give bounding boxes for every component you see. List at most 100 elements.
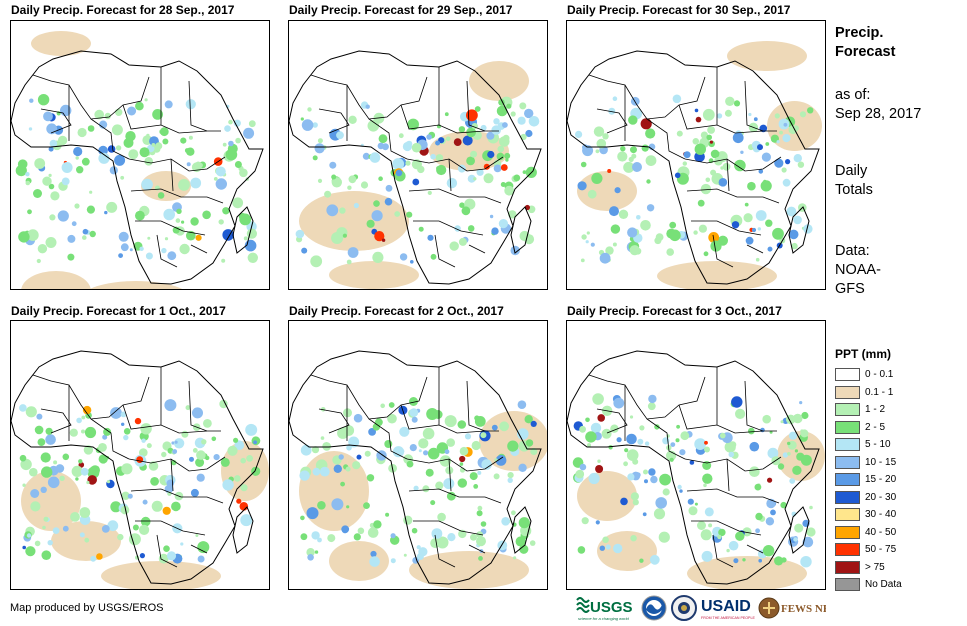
- rain-cell: [602, 536, 609, 544]
- legend-item: No Data: [835, 578, 955, 592]
- rain-cell: [220, 457, 230, 467]
- rain-cell: [762, 414, 771, 424]
- rain-cell: [435, 481, 444, 490]
- rain-cell: [742, 527, 752, 537]
- rain-cell: [525, 129, 533, 138]
- rain-cell: [370, 550, 377, 558]
- rain-cell: [501, 517, 510, 526]
- country-border: [596, 408, 628, 434]
- rain-cell: [19, 404, 27, 412]
- rain-cell: [499, 136, 510, 147]
- legend-label: 40 - 50: [865, 526, 897, 538]
- rain-cell: [669, 221, 677, 229]
- rain-cell: [693, 230, 698, 235]
- rain-cell: [385, 512, 390, 517]
- rain-cell: [342, 233, 347, 238]
- rain-cell: [159, 127, 169, 137]
- rain-cell: [333, 464, 342, 473]
- rain-cell: [20, 458, 32, 471]
- rain-cell: [506, 103, 512, 109]
- rain-cell: [588, 472, 600, 485]
- rain-cell: [782, 178, 791, 187]
- rain-cell: [139, 524, 150, 535]
- rain-cell: [631, 153, 637, 159]
- rain-cell: [797, 161, 805, 168]
- rain-cell: [749, 466, 760, 477]
- rain-cell: [595, 465, 604, 473]
- rain-cell: [166, 551, 177, 561]
- rain-cell: [37, 94, 50, 106]
- legend-item: 50 - 75: [835, 543, 955, 557]
- rain-cell: [139, 553, 145, 559]
- rain-cell: [405, 140, 413, 148]
- map-canvas: [11, 21, 269, 289]
- rain-cell: [599, 252, 611, 264]
- legend-swatch: [835, 560, 860, 574]
- light-rain-area: [101, 561, 221, 589]
- rain-cell: [373, 520, 382, 529]
- rain-cell: [246, 455, 254, 462]
- rain-cell: [224, 125, 231, 132]
- rain-cell: [579, 463, 587, 471]
- rain-cell: [188, 135, 193, 140]
- rain-cell: [491, 424, 498, 431]
- rain-cell: [61, 162, 73, 173]
- rain-cell: [747, 181, 756, 191]
- rain-cell: [585, 240, 589, 244]
- rain-cell: [430, 253, 437, 260]
- rain-cell: [630, 96, 640, 106]
- rain-cell: [487, 150, 495, 159]
- rain-cell: [215, 178, 227, 190]
- rain-cell: [406, 211, 413, 218]
- side-totals-line2: Totals: [835, 182, 873, 198]
- rain-cell: [669, 457, 674, 462]
- rain-cell: [15, 165, 27, 177]
- rain-cell: [129, 248, 133, 252]
- usgs-logo: USGS science for a changing world: [576, 597, 633, 621]
- rain-cell: [466, 156, 475, 166]
- country-border: [406, 456, 504, 472]
- rain-cell: [772, 227, 784, 240]
- country-border: [408, 488, 502, 504]
- rain-cell: [710, 240, 722, 252]
- rain-cell: [694, 438, 707, 450]
- rain-cell: [480, 124, 487, 131]
- rain-cell: [680, 431, 690, 441]
- rain-cell: [702, 473, 713, 484]
- rain-cell: [596, 138, 607, 149]
- rain-cell: [695, 116, 702, 123]
- rain-cell: [233, 437, 239, 443]
- country-border: [90, 418, 130, 460]
- rain-cell: [41, 550, 52, 560]
- country-border: [726, 158, 730, 192]
- rain-cell: [770, 509, 776, 516]
- rain-cell: [329, 161, 337, 169]
- rain-cell: [705, 177, 711, 183]
- rain-cell: [190, 488, 199, 497]
- rain-cell: [375, 418, 383, 427]
- rain-cell: [132, 524, 139, 531]
- rain-cell: [322, 442, 331, 451]
- rain-cell: [228, 140, 234, 147]
- rain-cell: [453, 138, 462, 146]
- rain-cell: [378, 134, 388, 144]
- rain-cell: [758, 169, 764, 174]
- rain-cell: [613, 543, 623, 554]
- rain-cell: [314, 143, 325, 154]
- light-rain-area: [299, 191, 409, 251]
- rain-cell: [203, 419, 212, 428]
- rain-cell: [34, 540, 41, 547]
- africa-coastline: [289, 50, 542, 285]
- rain-cell: [300, 533, 308, 541]
- rain-cell: [356, 454, 362, 460]
- rain-cell: [178, 179, 190, 191]
- rain-cell: [698, 224, 707, 233]
- rain-cell: [338, 454, 344, 460]
- rain-cell: [49, 214, 56, 221]
- rain-cell: [672, 94, 682, 104]
- rain-cell: [447, 533, 456, 542]
- side-heading-line1: Precip.: [835, 25, 884, 41]
- rain-cell: [500, 182, 506, 187]
- side-data-line2: NOAA-: [835, 262, 881, 278]
- rain-cell: [79, 507, 91, 518]
